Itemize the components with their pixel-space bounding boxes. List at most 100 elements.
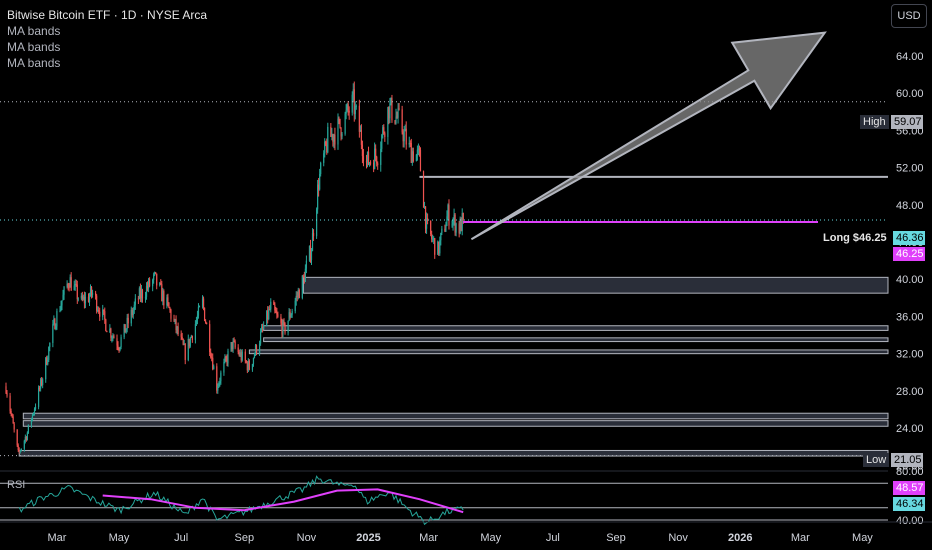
- high-label-tag: High: [860, 115, 889, 129]
- candle-body: [89, 286, 92, 296]
- candle-body: [341, 133, 343, 137]
- candle-body: [66, 283, 68, 288]
- candle-body: [83, 296, 86, 304]
- price-tick-label: 40.00: [896, 274, 924, 286]
- candle-body: [312, 233, 315, 237]
- candle-body: [123, 324, 125, 338]
- time-tick-label: Mar: [791, 532, 810, 544]
- candle-body: [148, 279, 151, 287]
- candle-body: [458, 223, 460, 234]
- candle-body: [130, 309, 132, 324]
- candle-body: [212, 357, 214, 370]
- candle-body: [333, 134, 335, 142]
- projection-arrow[interactable]: [470, 31, 827, 241]
- time-tick-label: Mar: [419, 532, 438, 544]
- indicator-ma-bands-3[interactable]: MA bands: [7, 56, 61, 70]
- candle-body: [327, 126, 329, 153]
- candle-body: [132, 310, 134, 316]
- candle-body: [189, 337, 191, 347]
- candle-body: [238, 351, 240, 356]
- candle-body: [96, 295, 98, 311]
- candle-body: [358, 105, 360, 132]
- candle-body: [415, 154, 417, 162]
- candle-body: [111, 337, 113, 339]
- symbol-title[interactable]: Bitwise Bitcoin ETF · 1D · NYSE Arca: [7, 8, 208, 22]
- price-tick-label: 52.00: [896, 163, 924, 175]
- candle-body: [46, 357, 48, 365]
- candle-body: [119, 347, 121, 351]
- candle-body: [339, 118, 341, 128]
- candle-body: [210, 352, 212, 358]
- candle-body: [289, 312, 291, 318]
- candle-body: [383, 127, 385, 134]
- candle-body: [247, 360, 249, 371]
- time-tick-label: May: [480, 532, 501, 544]
- projection-arrow-shape[interactable]: [470, 31, 827, 241]
- candle-body: [177, 326, 179, 335]
- candle-body: [398, 108, 400, 110]
- candle-body: [237, 347, 239, 352]
- candle-body: [37, 387, 40, 407]
- candle-body: [13, 423, 15, 430]
- candle-body: [11, 414, 13, 417]
- candle-body: [17, 445, 19, 451]
- candle-body: [95, 292, 97, 296]
- candle-body: [182, 339, 184, 345]
- candle-body: [55, 326, 57, 330]
- candle-body: [431, 233, 433, 240]
- price-tick-label: 24.00: [896, 423, 924, 435]
- candle-body: [305, 260, 308, 269]
- rsi-indicator-label[interactable]: RSI: [7, 479, 26, 491]
- support-zone: [18, 449, 889, 457]
- candlestick-series: [5, 81, 464, 454]
- candle-body: [269, 309, 271, 311]
- candle-body: [382, 127, 384, 136]
- candle-body: [246, 362, 248, 371]
- candle-body: [80, 295, 82, 299]
- candle-body: [32, 413, 35, 415]
- candle-body: [438, 241, 440, 254]
- indicator-ma-bands-1[interactable]: MA bands: [7, 24, 61, 38]
- currency-button[interactable]: USD: [891, 4, 927, 28]
- candle-body: [252, 357, 255, 365]
- time-tick-label: 2025: [356, 532, 380, 544]
- candle-body: [325, 141, 327, 145]
- candle-body: [416, 149, 419, 155]
- candle-body: [373, 162, 375, 170]
- candle-body: [273, 301, 275, 305]
- candle-body: [97, 309, 99, 311]
- candle-body: [106, 331, 108, 333]
- candle-body: [367, 151, 370, 165]
- candle-body: [422, 171, 425, 208]
- candle-body: [315, 209, 318, 237]
- candle-body: [274, 304, 276, 311]
- candle-body: [146, 286, 149, 289]
- candle-body: [176, 326, 178, 331]
- candle-body: [445, 225, 447, 232]
- long-position-label[interactable]: Long $46.25: [823, 232, 887, 244]
- candle-body: [275, 310, 277, 313]
- rsi-tick-label: 80.00: [896, 466, 924, 478]
- candle-body: [153, 274, 155, 280]
- candle-body: [345, 110, 347, 114]
- candle-body: [48, 347, 50, 360]
- candle-body: [61, 300, 63, 306]
- candle-body: [409, 142, 411, 144]
- candle-body: [180, 334, 182, 337]
- indicator-ma-bands-2[interactable]: MA bands: [7, 40, 61, 54]
- support-zone: [248, 349, 889, 355]
- time-tick-label: Mar: [47, 532, 66, 544]
- candle-body: [404, 128, 406, 132]
- candle-body: [54, 319, 56, 330]
- candle-body: [296, 295, 298, 297]
- candle-body: [338, 118, 340, 120]
- candle-body: [270, 301, 272, 310]
- candle-body: [374, 148, 376, 170]
- rsi-value-tag: 48.57: [893, 481, 925, 495]
- candle-body: [290, 314, 292, 318]
- candle-body: [104, 311, 106, 320]
- support-zone: [263, 325, 889, 331]
- candle-body: [117, 345, 119, 349]
- candle-body: [25, 436, 27, 440]
